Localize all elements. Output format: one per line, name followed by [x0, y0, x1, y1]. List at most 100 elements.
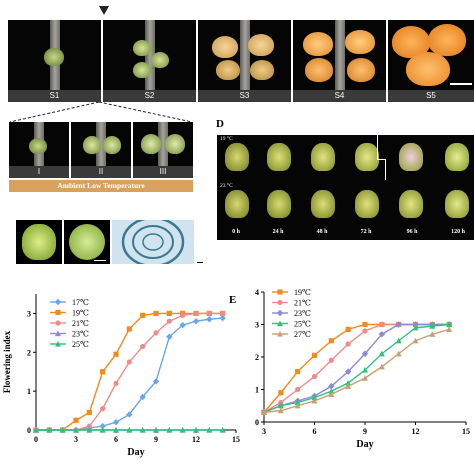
x-axis-label: Day: [356, 439, 373, 450]
data-point: [54, 298, 62, 306]
stage-label: S5: [388, 90, 474, 102]
data-point: [395, 337, 402, 344]
row2-temp-label: 23 °C: [220, 183, 233, 189]
data-point: [295, 386, 301, 393]
data-point: [126, 359, 132, 365]
data-point: [100, 369, 106, 375]
x-tick-label: 9: [154, 435, 158, 444]
data-point: [126, 326, 132, 332]
data-point: [73, 427, 79, 433]
data-point: [139, 393, 146, 401]
x-tick-label: 3: [262, 427, 266, 436]
data-point: [166, 318, 172, 324]
data-point: [166, 427, 173, 433]
data-point: [55, 320, 61, 326]
data-point: [328, 357, 334, 363]
data-point: [113, 380, 119, 386]
y-tick-label: 4: [255, 288, 259, 297]
stage-label: S2: [103, 90, 196, 102]
stage-photo-s5: S5: [388, 20, 474, 102]
ambient-temperature-bar: Ambient Low Temperature: [9, 180, 193, 192]
data-point: [429, 331, 436, 337]
legend-label: 21℃: [294, 299, 311, 308]
timecourse-bud: [267, 190, 291, 218]
stage-photo-s3: S3: [198, 20, 291, 102]
panel-d-label: D: [216, 118, 224, 130]
hour-label: 96 h: [406, 229, 418, 235]
y-tick-label: 1: [27, 387, 31, 396]
legend-label: 27℃: [294, 330, 311, 339]
y-axis-label: Flowering index: [2, 330, 12, 393]
x-tick-label: 0: [34, 435, 38, 444]
timecourse-bud: [225, 143, 249, 171]
hour-label: 48 h: [316, 229, 328, 235]
legend-label: 25℃: [294, 320, 311, 329]
data-point: [33, 427, 39, 433]
data-point: [139, 427, 146, 433]
substage-photo-iii: III: [133, 122, 193, 178]
data-point: [412, 324, 419, 331]
data-point: [362, 367, 368, 373]
data-point: [113, 427, 119, 433]
data-point: [311, 373, 318, 380]
data-point: [311, 352, 318, 358]
timecourse-row-23: [217, 182, 474, 227]
data-point: [311, 397, 318, 404]
data-point: [55, 341, 61, 347]
data-point: [378, 363, 385, 370]
legend-label: 23℃: [294, 309, 311, 318]
data-point: [294, 399, 301, 406]
data-point: [126, 427, 133, 433]
data-point: [55, 330, 61, 337]
series-line: [263, 323, 450, 413]
data-point: [140, 312, 146, 318]
data-point: [99, 427, 106, 433]
data-point: [328, 383, 335, 390]
data-point: [219, 314, 226, 322]
data-point: [429, 323, 436, 329]
data-point: [378, 350, 385, 357]
data-point: [55, 309, 61, 316]
stage-label: S3: [198, 90, 291, 102]
data-point: [206, 427, 213, 433]
data-point: [100, 406, 106, 412]
data-point: [166, 310, 172, 317]
data-point: [276, 309, 284, 317]
data-point: [412, 321, 419, 328]
data-point: [277, 407, 284, 414]
hour-label: 120 h: [451, 229, 465, 235]
data-point: [140, 343, 146, 350]
y-tick-label: 2: [255, 353, 259, 362]
timecourse-bud: [311, 190, 335, 218]
data-point: [277, 320, 283, 327]
data-point: [206, 310, 212, 317]
x-tick-label: 3: [74, 435, 78, 444]
timecourse-bud: [355, 143, 379, 171]
substage-label: II: [71, 166, 131, 178]
x-tick-label: 15: [462, 427, 470, 436]
data-point: [328, 338, 334, 344]
data-point: [220, 310, 226, 317]
data-point: [179, 427, 186, 433]
x-tick-label: 12: [412, 427, 420, 436]
timecourse-bud: [225, 190, 249, 218]
stage-label: S1: [8, 90, 101, 102]
data-point: [446, 321, 453, 328]
stage-photo-s4: S4: [293, 20, 386, 102]
timecourse-bud: [355, 190, 379, 218]
legend-label: 19℃: [294, 288, 311, 297]
timecourse-panel: 19 °C 23 °C 0 h 24 h 48 h 72 h 96 h 120 …: [217, 135, 474, 240]
data-point: [412, 337, 419, 344]
data-point: [46, 427, 53, 433]
data-point: [152, 378, 160, 385]
data-point: [73, 417, 79, 423]
data-point: [294, 402, 301, 409]
bud-section-3: [112, 220, 194, 264]
series-line: [263, 328, 450, 413]
data-point: [180, 312, 186, 318]
timecourse-bud: [399, 190, 423, 218]
data-point: [395, 350, 402, 357]
stage-arrow: [99, 6, 109, 15]
data-point: [446, 326, 453, 332]
